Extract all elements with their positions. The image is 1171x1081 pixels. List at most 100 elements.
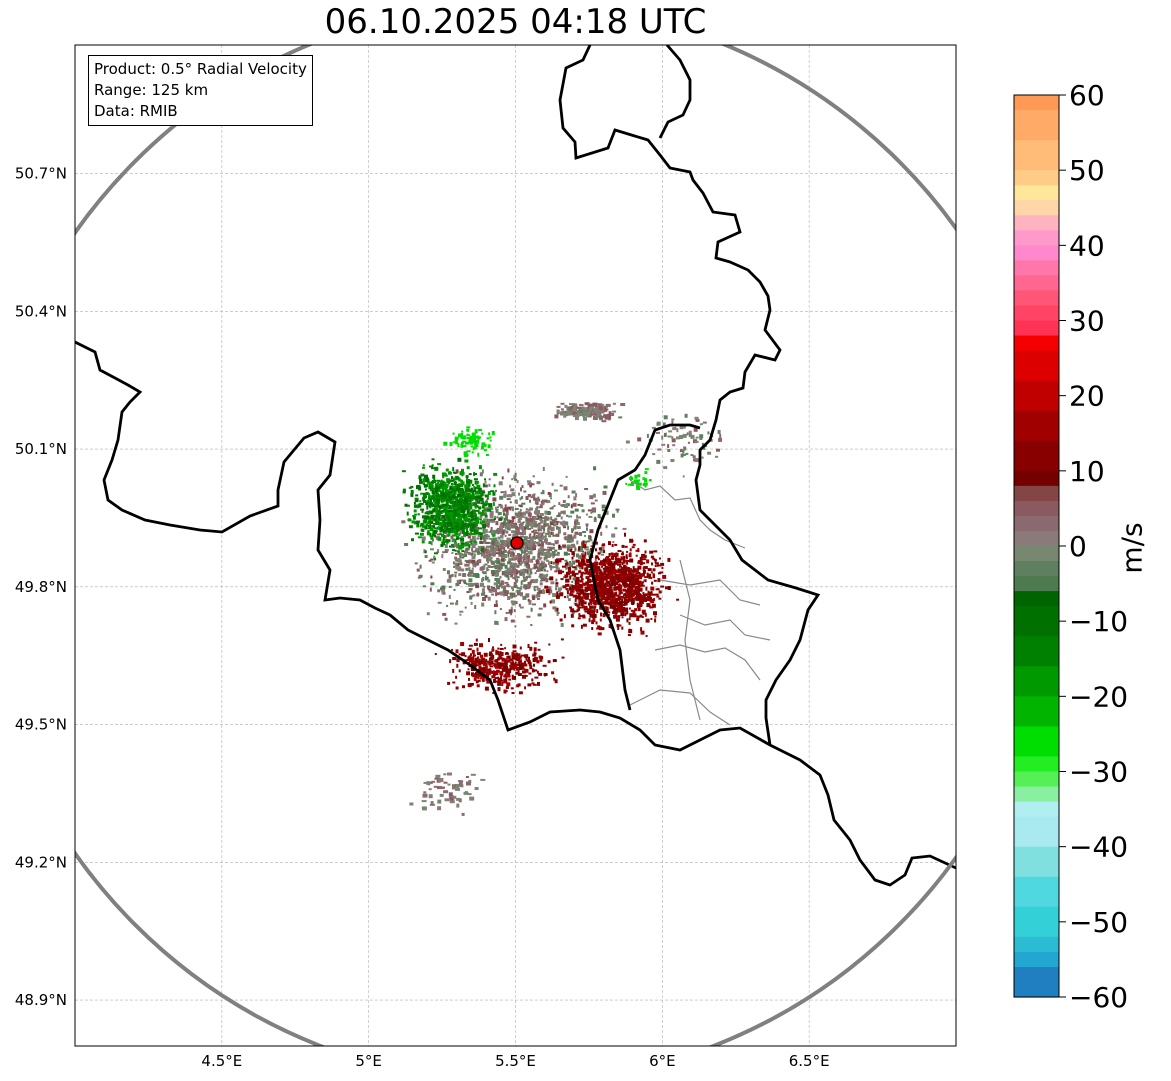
echo-pixel bbox=[571, 556, 574, 560]
echo-pixel bbox=[474, 504, 477, 509]
echo-pixel bbox=[508, 526, 511, 531]
echo-pixel bbox=[489, 665, 494, 668]
echo-pixel bbox=[542, 531, 545, 534]
echo-pixel bbox=[563, 415, 567, 418]
echo-pixel bbox=[504, 660, 508, 665]
echo-pixel bbox=[475, 680, 479, 684]
echo-pixel bbox=[614, 612, 618, 615]
echo-pixel bbox=[564, 559, 568, 562]
echo-pixel bbox=[529, 522, 534, 525]
echo-pixel bbox=[556, 612, 559, 616]
echo-pixel bbox=[607, 596, 611, 601]
echo-pixel bbox=[434, 653, 437, 655]
echo-pixel bbox=[479, 472, 483, 477]
echo-pixel bbox=[464, 441, 469, 445]
echo-pixel bbox=[603, 577, 606, 581]
echo-pixel bbox=[654, 615, 657, 618]
echo-pixel bbox=[596, 609, 599, 614]
echo-pixel bbox=[468, 523, 471, 528]
echo-pixel bbox=[607, 574, 611, 579]
echo-pixel bbox=[634, 596, 638, 600]
echo-pixel bbox=[637, 607, 641, 612]
echo-pixel bbox=[464, 491, 466, 496]
echo-pixel bbox=[585, 576, 590, 580]
echo-pixel bbox=[611, 557, 615, 560]
echo-pixel bbox=[592, 594, 595, 597]
echo-pixel bbox=[455, 469, 459, 474]
echo-pixel bbox=[438, 513, 441, 517]
echo-pixel bbox=[642, 592, 645, 595]
echo-pixel bbox=[452, 490, 457, 493]
echo-pixel bbox=[499, 608, 502, 610]
echo-pixel bbox=[533, 532, 536, 537]
echo-pixel bbox=[496, 572, 499, 577]
echo-pixel bbox=[613, 553, 617, 558]
echo-pixel bbox=[455, 487, 460, 491]
echo-pixel bbox=[636, 591, 639, 595]
echo-pixel bbox=[584, 610, 589, 613]
echo-pixel bbox=[533, 651, 536, 655]
echo-pixel bbox=[513, 584, 518, 588]
echo-pixel bbox=[530, 624, 533, 626]
echo-pixel bbox=[452, 681, 456, 684]
echo-pixel bbox=[556, 525, 558, 530]
echo-pixel bbox=[543, 527, 546, 532]
echo-pixel bbox=[475, 486, 478, 489]
echo-pixel bbox=[527, 584, 531, 588]
echo-pixel bbox=[623, 577, 628, 582]
echo-pixel bbox=[441, 504, 445, 507]
echo-pixel bbox=[567, 406, 573, 411]
echo-pixel bbox=[537, 555, 540, 560]
echo-pixel bbox=[537, 532, 542, 537]
echo-pixel bbox=[527, 598, 530, 602]
echo-pixel bbox=[598, 562, 601, 566]
echo-pixel bbox=[461, 550, 465, 553]
echo-pixel bbox=[507, 585, 511, 588]
echo-pixel bbox=[596, 627, 600, 630]
echo-pixel bbox=[539, 575, 543, 579]
echo-pixel bbox=[642, 558, 647, 561]
echo-pixel bbox=[562, 585, 567, 589]
echo-pixel bbox=[444, 489, 449, 494]
echo-pixel bbox=[491, 588, 496, 592]
echo-pixel bbox=[574, 416, 579, 421]
echo-pixel bbox=[638, 598, 641, 601]
echo-pixel bbox=[450, 535, 454, 539]
echo-pixel bbox=[479, 667, 484, 671]
echo-pixel bbox=[578, 579, 582, 582]
echo-pixel bbox=[431, 480, 436, 483]
echo-pixel bbox=[483, 541, 487, 544]
colorbar-segment bbox=[1014, 816, 1059, 848]
echo-pixel bbox=[490, 548, 495, 553]
echo-pixel bbox=[653, 598, 655, 602]
echo-pixel bbox=[578, 601, 581, 606]
echo-pixel bbox=[573, 610, 578, 613]
echo-pixel bbox=[477, 487, 482, 491]
echo-pixel bbox=[608, 611, 611, 614]
echo-pixel bbox=[578, 613, 581, 618]
echo-pixel bbox=[516, 480, 519, 484]
echo-pixel bbox=[491, 593, 495, 596]
echo-pixel bbox=[439, 533, 443, 536]
echo-pixel bbox=[538, 575, 541, 578]
echo-pixel bbox=[528, 656, 530, 661]
radar-echoes bbox=[401, 402, 723, 816]
echo-pixel bbox=[603, 606, 608, 610]
echo-pixel bbox=[596, 566, 601, 570]
echo-pixel bbox=[612, 410, 617, 413]
echo-pixel bbox=[486, 557, 488, 562]
echo-pixel bbox=[663, 466, 668, 470]
echo-pixel bbox=[682, 475, 685, 478]
echo-pixel bbox=[550, 565, 553, 568]
echo-pixel bbox=[483, 585, 486, 588]
echo-pixel bbox=[496, 621, 499, 626]
echo-pixel bbox=[619, 570, 624, 573]
echo-pixel bbox=[523, 561, 528, 564]
echo-pixel bbox=[590, 411, 594, 416]
echo-pixel bbox=[530, 558, 534, 563]
echo-pixel bbox=[617, 581, 620, 583]
echo-pixel bbox=[468, 677, 470, 681]
echo-pixel bbox=[444, 798, 450, 802]
echo-pixel bbox=[469, 583, 474, 587]
echo-pixel bbox=[656, 421, 661, 426]
